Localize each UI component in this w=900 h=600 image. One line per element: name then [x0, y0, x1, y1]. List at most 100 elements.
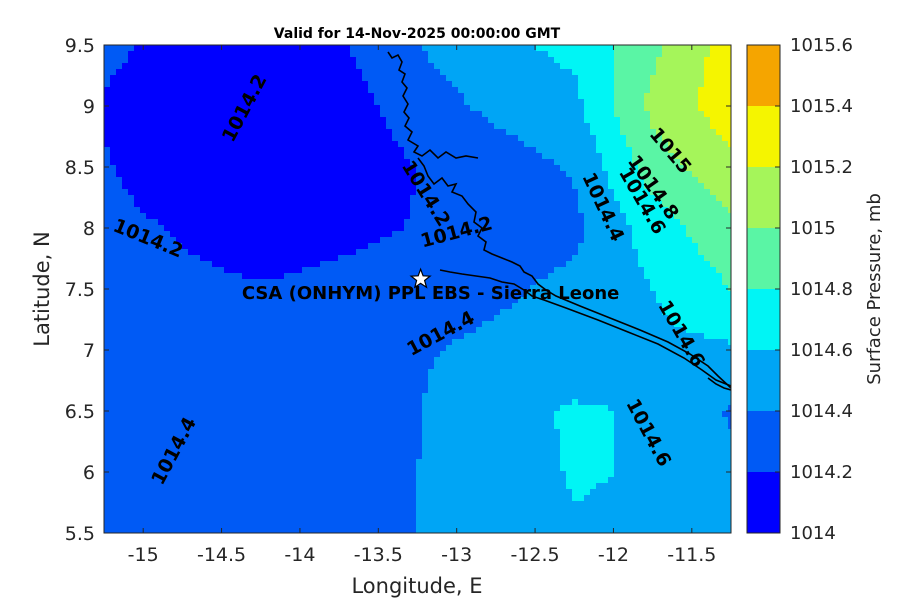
field-cell	[410, 195, 417, 202]
field-cell	[326, 177, 333, 184]
field-cell	[284, 57, 291, 64]
field-cell	[230, 207, 237, 214]
field-cell	[698, 63, 705, 70]
field-cell	[602, 237, 609, 244]
field-cell	[434, 87, 441, 94]
field-cell	[542, 225, 549, 232]
field-cell	[278, 189, 285, 196]
field-cell	[290, 63, 297, 70]
field-cell	[452, 213, 459, 220]
field-cell	[464, 129, 471, 136]
field-cell	[446, 255, 453, 262]
field-cell	[164, 147, 171, 154]
field-cell	[230, 177, 237, 184]
field-cell	[122, 165, 129, 172]
field-cell	[272, 249, 279, 256]
field-cell	[344, 177, 351, 184]
field-cell	[170, 99, 177, 106]
field-cell	[596, 201, 603, 208]
field-cell	[146, 309, 153, 316]
field-cell	[128, 51, 135, 58]
field-cell	[326, 309, 333, 316]
field-cell	[410, 297, 417, 304]
field-cell	[158, 171, 165, 178]
field-cell	[134, 75, 141, 82]
field-cell	[278, 177, 285, 184]
field-cell	[656, 213, 663, 220]
field-cell	[182, 201, 189, 208]
field-cell	[572, 237, 579, 244]
field-cell	[230, 135, 237, 142]
field-cell	[404, 141, 411, 148]
field-cell	[332, 51, 339, 58]
field-cell	[218, 51, 225, 58]
field-cell	[338, 201, 345, 208]
field-cell	[182, 183, 189, 190]
field-cell	[620, 99, 627, 106]
field-cell	[326, 141, 333, 148]
field-cell	[722, 171, 729, 178]
field-cell	[620, 45, 627, 52]
field-cell	[398, 111, 405, 118]
field-cell	[380, 213, 387, 220]
field-cell	[722, 219, 729, 226]
field-cell	[170, 243, 177, 250]
field-cell	[164, 57, 171, 64]
field-cell	[470, 63, 477, 70]
field-cell	[308, 189, 315, 196]
field-cell	[344, 189, 351, 196]
field-cell	[254, 117, 261, 124]
field-cell	[320, 213, 327, 220]
field-cell	[332, 141, 339, 148]
field-cell	[602, 291, 609, 298]
field-cell	[386, 213, 393, 220]
field-cell	[242, 195, 249, 202]
field-cell	[284, 225, 291, 232]
field-cell	[248, 297, 255, 304]
field-cell	[302, 285, 309, 292]
field-cell	[254, 327, 261, 334]
field-cell	[470, 213, 477, 220]
field-cell	[458, 75, 465, 82]
field-cell	[638, 279, 645, 286]
field-cell	[194, 285, 201, 292]
field-cell	[362, 171, 369, 178]
field-cell	[596, 93, 603, 100]
field-cell	[272, 213, 279, 220]
field-cell	[668, 105, 675, 112]
field-cell	[590, 309, 597, 316]
field-cell	[512, 57, 519, 64]
field-cell	[374, 57, 381, 64]
field-cell	[692, 195, 699, 202]
field-cell	[500, 147, 507, 154]
field-cell	[662, 69, 669, 76]
field-cell	[164, 177, 171, 184]
field-cell	[476, 93, 483, 100]
field-cell	[152, 123, 159, 130]
field-cell	[488, 69, 495, 76]
field-cell	[488, 201, 495, 208]
field-cell	[410, 213, 417, 220]
field-cell	[176, 207, 183, 214]
field-cell	[206, 117, 213, 124]
field-cell	[164, 315, 171, 322]
field-cell	[458, 255, 465, 262]
field-cell	[314, 255, 321, 262]
field-cell	[146, 159, 153, 166]
field-cell	[476, 225, 483, 232]
field-cell	[152, 291, 159, 298]
field-cell	[110, 81, 117, 88]
field-cell	[692, 291, 699, 298]
field-cell	[326, 57, 333, 64]
field-cell	[320, 123, 327, 130]
field-cell	[458, 321, 465, 328]
field-cell	[464, 297, 471, 304]
field-cell	[584, 87, 591, 94]
field-cell	[332, 327, 339, 334]
field-cell	[512, 321, 519, 328]
field-cell	[500, 81, 507, 88]
field-cell	[218, 75, 225, 82]
field-cell	[254, 219, 261, 226]
field-cell	[266, 153, 273, 160]
field-cell	[488, 291, 495, 298]
